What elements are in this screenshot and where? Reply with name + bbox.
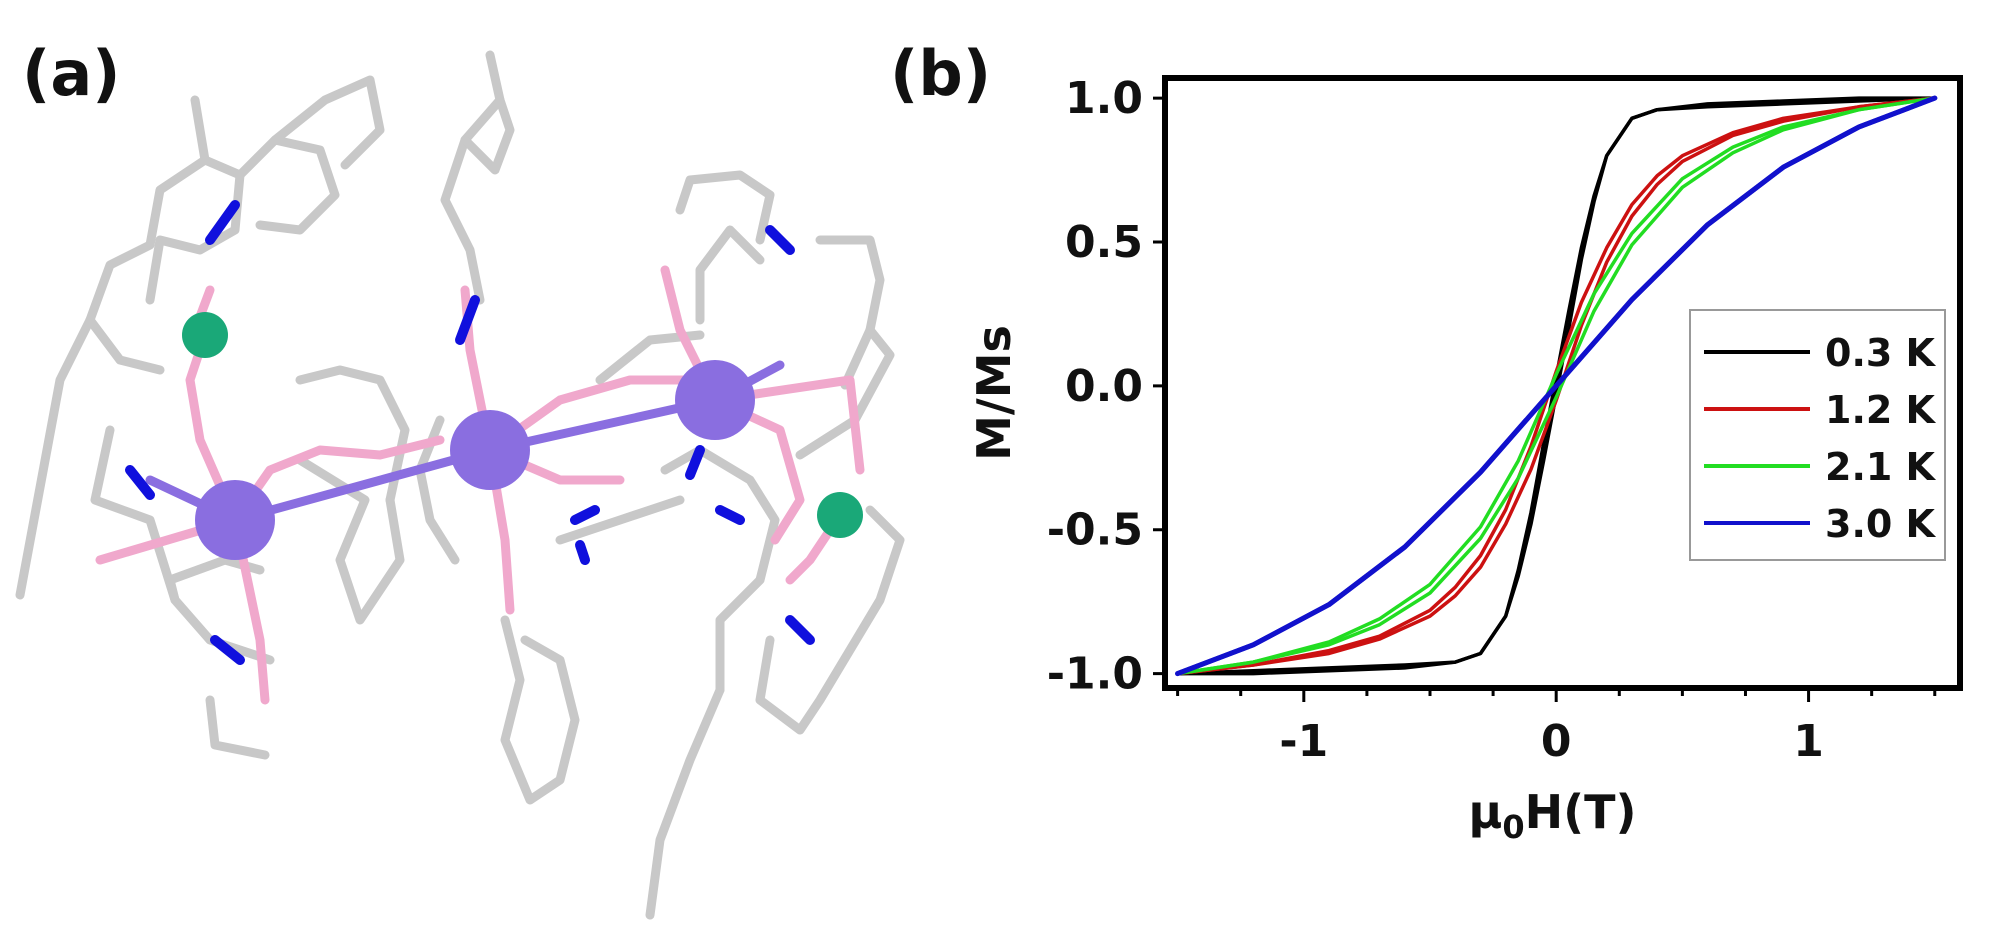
x-tick-label: 0 (1541, 716, 1572, 767)
green-atom-left (182, 312, 228, 358)
series-line (1175, 95, 1938, 677)
panel-b-label: (b) (890, 37, 991, 110)
x-axis-title: μ0H(T) (1468, 785, 1636, 846)
nitrogen-bonds (125, 200, 815, 665)
carbon-bonds (15, 50, 905, 920)
legend-label: 1.2 K (1825, 388, 1937, 432)
metal-atom-right (675, 360, 755, 440)
x-axis: -1 0 1 (1176, 688, 1937, 767)
hysteresis-chart: -1.0 -0.5 0.0 0.5 1.0 -1 0 1 M/Ms μ0H(T) 0.3 K… (967, 73, 1963, 846)
legend-label: 0.3 K (1825, 331, 1937, 375)
y-axis: -1.0 -0.5 0.0 0.5 1.0 (1047, 73, 1165, 700)
y-tick-label: -0.5 (1047, 505, 1143, 556)
legend-label: 3.0 K (1825, 502, 1937, 546)
plot-frame (1162, 75, 1963, 691)
series-2-1-k (1175, 96, 1937, 676)
y-tick-label: -1.0 (1047, 649, 1143, 700)
y-tick-label: 1.0 (1065, 73, 1143, 124)
x-tick-label: -1 (1279, 716, 1328, 767)
metal-atom-center (450, 410, 530, 490)
panel-a-label: (a) (22, 37, 121, 110)
y-axis-title: M/Ms (967, 325, 1021, 461)
metal-atoms (182, 312, 863, 560)
y-tick-label: 0.5 (1065, 217, 1143, 268)
legend: 0.3 K 1.2 K 2.1 K 3.0 K (1689, 309, 1946, 561)
molecular-structure (15, 50, 905, 920)
series-layer (1175, 95, 1938, 677)
green-atom-right (817, 492, 863, 538)
metal-atom-left (195, 480, 275, 560)
series-line (1175, 96, 1937, 676)
legend-label: 2.1 K (1825, 445, 1937, 489)
series-line (1175, 96, 1937, 676)
series-3-0-k (1175, 95, 1938, 677)
x-tick-label: 1 (1793, 716, 1824, 767)
y-tick-label: 0.0 (1065, 361, 1143, 412)
